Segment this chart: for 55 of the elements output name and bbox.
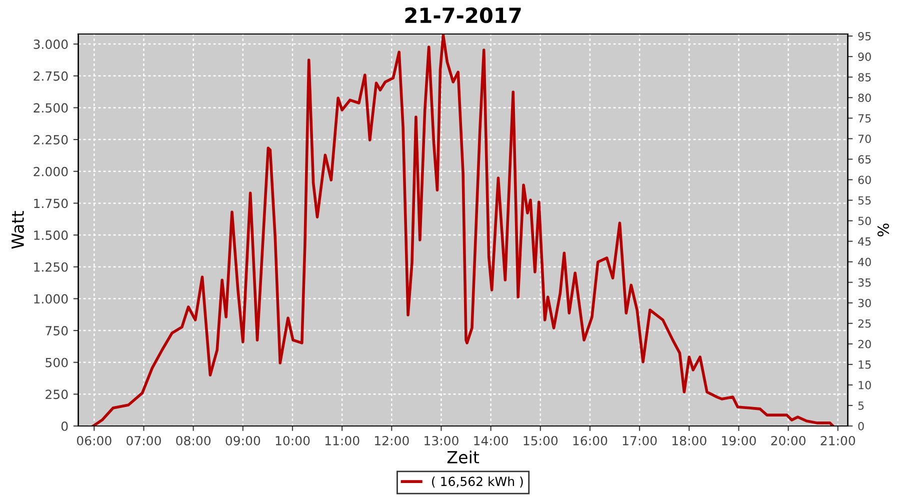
x-tick-label: 12:00 xyxy=(375,436,409,446)
x-tick-label: 11:00 xyxy=(325,436,360,446)
y-tick-label: 0 xyxy=(61,421,68,431)
y2-tick-label: 80 xyxy=(858,94,871,102)
y-tick-label: 1.500 xyxy=(34,230,68,240)
y2-tick-label: 30 xyxy=(858,298,871,308)
x-tick-label: 18:00 xyxy=(672,436,706,446)
y2-tick-label: 55 xyxy=(858,196,871,205)
y2-tick-label: 15 xyxy=(858,360,871,369)
y2-tick-label: 25 xyxy=(858,319,871,328)
y2-tick-label: 85 xyxy=(858,73,871,82)
y-tick-label: 250 xyxy=(46,390,68,400)
x-tick-label: 20:00 xyxy=(771,436,806,446)
y-tick-label: 500 xyxy=(46,358,68,368)
y2-tick-label: 45 xyxy=(858,237,871,246)
y2-tick-label: 20 xyxy=(858,340,871,348)
chart-title: 21-7-2017 xyxy=(405,7,521,24)
x-tick-label: 10:00 xyxy=(276,436,310,446)
y-axis-title: Watt xyxy=(12,211,24,249)
x-tick-label: 07:00 xyxy=(126,436,161,446)
line-series xyxy=(92,34,834,426)
y2-tick-label: 50 xyxy=(858,216,871,226)
x-tick-label: 16:00 xyxy=(573,436,608,446)
y2-tick-label: 70 xyxy=(858,134,871,144)
x-tick-label: 19:00 xyxy=(722,436,756,446)
y-tick-label: 2.000 xyxy=(34,166,68,176)
y2-tick-label: 10 xyxy=(858,380,871,390)
y2-tick-label: 0 xyxy=(858,422,864,430)
x-axis-title: Zeit xyxy=(447,450,480,464)
y2-tick-label: 35 xyxy=(858,278,871,287)
y-tick-label: 1.750 xyxy=(34,198,68,208)
y2-tick-label: 90 xyxy=(858,52,871,61)
y-tick-label: 750 xyxy=(46,326,68,336)
legend-label: ( 16,562 kWh ) xyxy=(432,476,523,488)
y2-tick-label: 65 xyxy=(858,155,871,164)
y-tick-label: 3.000 xyxy=(34,40,68,49)
x-tick-label: 17:00 xyxy=(622,436,657,446)
y2-tick-label: 75 xyxy=(858,114,871,123)
x-tick-label: 13:00 xyxy=(424,436,458,446)
y2-tick-label: 40 xyxy=(858,258,871,266)
x-tick-label: 15:00 xyxy=(524,436,558,446)
x-tick-label: 09:00 xyxy=(226,436,260,446)
y2-tick-label: 5 xyxy=(858,402,864,410)
x-tick-label: 21:00 xyxy=(820,436,856,446)
y2-axis-title: % xyxy=(877,224,890,236)
y-tick-label: 2.500 xyxy=(34,103,68,113)
y-tick-label: 1.000 xyxy=(34,294,68,304)
x-tick-label: 06:00 xyxy=(76,436,112,446)
y2-tick-label: 95 xyxy=(858,32,871,40)
y-tick-label: 2.250 xyxy=(34,135,68,144)
y-tick-label: 1.250 xyxy=(34,262,68,272)
y2-tick-label: 60 xyxy=(858,176,871,184)
x-tick-label: 14:00 xyxy=(474,436,508,446)
x-tick-label: 08:00 xyxy=(176,436,211,446)
y-tick-label: 2.750 xyxy=(34,71,68,81)
